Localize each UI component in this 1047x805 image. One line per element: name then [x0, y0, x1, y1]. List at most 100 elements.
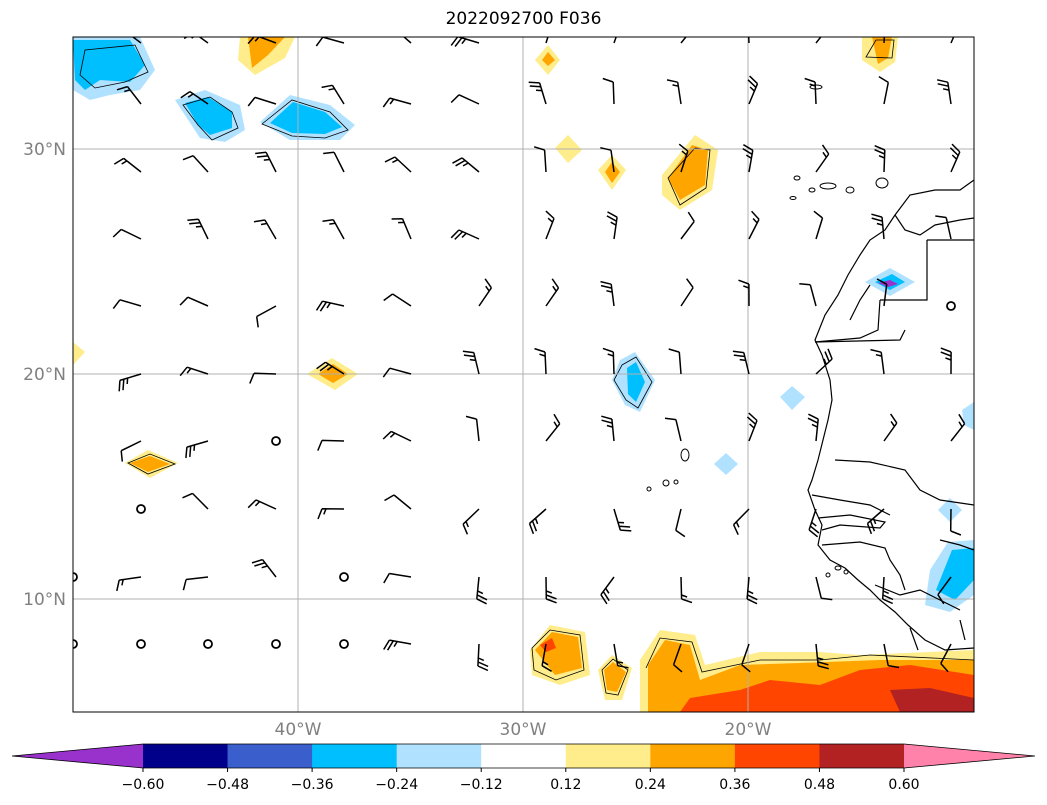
wind-barb: [317, 439, 345, 451]
wind-barb: [528, 508, 547, 535]
wind-barb: [450, 37, 480, 47]
calm-wind-marker: [946, 301, 956, 311]
wind-barb: [600, 280, 615, 307]
wind-barb: [316, 361, 345, 375]
negative-anomaly-patch: [938, 498, 962, 522]
negative-anomaly-patch: [270, 102, 342, 134]
wind-barb: [541, 643, 552, 672]
wind-barb: [120, 440, 142, 462]
wind-barb: [545, 37, 549, 44]
wind-barb: [187, 218, 209, 240]
wind-barb: [815, 643, 829, 670]
wind-barb: [315, 300, 345, 312]
wind-barb: [680, 576, 693, 604]
wind-barb: [600, 576, 615, 605]
lat-label: 30°N: [23, 140, 66, 160]
wind-barb: [741, 643, 751, 673]
wind-barb: [476, 576, 488, 605]
wind-barb: [680, 211, 695, 240]
wind-barb: [732, 508, 750, 536]
wind-barb: [249, 372, 277, 384]
colorbar-segment: [650, 744, 736, 768]
lat-label: 20°N: [23, 365, 66, 385]
wind-barb: [935, 215, 952, 240]
colorbar-tick-label: −0.24: [375, 777, 418, 793]
latitude-axis: 30°N 20°N 10°N: [23, 140, 66, 610]
wind-barb: [179, 296, 209, 307]
colorbar-tick-label: 0.60: [888, 777, 919, 793]
colorbar-tick-label: −0.36: [291, 777, 334, 793]
wind-barb: [255, 151, 277, 173]
wind-barb: [113, 157, 142, 173]
wind-barb: [883, 643, 900, 669]
wind-barb: [322, 219, 345, 240]
wind-barb: [118, 373, 142, 392]
wind-barb: [315, 37, 345, 47]
wind-barb: [675, 508, 686, 538]
colorbar-extend-high: [904, 744, 1035, 768]
positive-anomaly-patch: [605, 162, 620, 183]
wind-barb: [317, 508, 345, 520]
country-border: [817, 514, 887, 531]
wind-barb: [255, 305, 277, 328]
wind-barb: [382, 430, 412, 442]
wind-barb: [247, 499, 277, 510]
colorbar-tick-label: 0.12: [550, 777, 581, 793]
wind-barb: [602, 77, 615, 105]
wind-barb: [883, 413, 898, 442]
wind-barb: [534, 347, 547, 375]
positive-anomaly-patch: [540, 638, 556, 652]
lon-label: 30°W: [500, 720, 547, 740]
wind-barb: [465, 415, 480, 442]
wind-barb: [874, 145, 886, 173]
wind-barb: [533, 146, 547, 173]
wind-barb: [182, 155, 209, 173]
wind-barb: [807, 413, 819, 442]
wind-barb: [478, 278, 493, 307]
country-border: [814, 299, 881, 343]
wind-barb: [602, 347, 615, 375]
coastlines: [807, 179, 974, 651]
wind-barb: [883, 37, 886, 44]
wind-barb: [545, 413, 561, 442]
wind-barb: [112, 228, 142, 240]
wind-barb: [182, 492, 209, 510]
country-border: [849, 284, 871, 321]
colorbar-tick-label: −0.48: [206, 777, 249, 793]
wind-barb: [382, 97, 412, 108]
wind-barb: [251, 558, 277, 578]
positive-anomaly-patch: [73, 342, 85, 365]
wind-barb: [732, 350, 750, 375]
wind-barb: [881, 576, 894, 605]
wind-barb: [936, 79, 952, 105]
calm-wind-marker: [271, 436, 281, 446]
wind-barb: [247, 96, 277, 107]
wind-barb: [601, 415, 615, 442]
country-border: [959, 619, 966, 641]
colorbar-segment: [481, 744, 567, 768]
wind-barb: [815, 348, 833, 375]
wind-barb: [253, 219, 277, 240]
wind-barb: [664, 417, 682, 442]
wind-barb: [866, 508, 885, 535]
wind-barb: [382, 367, 412, 378]
negative-anomaly-patch: [936, 548, 974, 600]
wind-barb: [73, 306, 74, 307]
map-title: 2022092700 F036: [445, 9, 602, 29]
country-border: [821, 541, 906, 591]
country-border: [894, 214, 974, 236]
wind-barb: [384, 156, 412, 173]
wind-barb: [940, 347, 952, 375]
negative-anomaly-patch: [780, 386, 805, 410]
country-border: [834, 459, 974, 506]
calm-wind-marker: [339, 639, 349, 649]
coastline: [807, 179, 974, 651]
wind-barb: [112, 299, 142, 310]
wind-barb: [131, 37, 142, 44]
wind-barb: [450, 229, 480, 240]
wind-barb: [940, 643, 952, 673]
wind-barb: [73, 508, 74, 509]
wind-barb: [391, 217, 412, 240]
wind-barb: [937, 576, 952, 605]
